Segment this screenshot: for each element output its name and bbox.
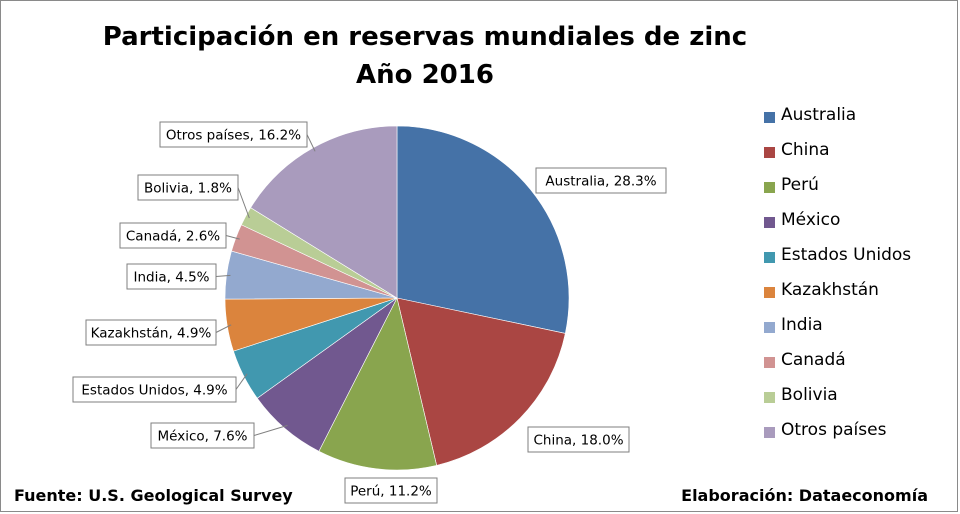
- leader-line-india: [215, 274, 231, 277]
- data-label-box-otros-paises: [159, 121, 308, 148]
- data-label-box-india: [126, 263, 217, 290]
- legend-swatch: [764, 287, 775, 298]
- leader-line-estados-unidos: [235, 373, 248, 390]
- legend-label: Canadá: [781, 350, 846, 370]
- data-label-box-kazakhstan: [85, 319, 217, 346]
- data-label-india: India, 4.5%: [133, 270, 209, 286]
- data-label-box-peru: [344, 477, 438, 504]
- legend-label: Otros países: [781, 420, 887, 440]
- credit-note: Elaboración: Dataeconomía: [681, 486, 928, 505]
- legend-label: China: [781, 140, 830, 160]
- pie-slice-china: [396, 297, 566, 466]
- legend-label: Bolivia: [781, 385, 838, 405]
- data-label-australia: Australia, 28.3%: [545, 174, 656, 190]
- data-label-otros-paises: Otros países, 16.2%: [166, 128, 301, 144]
- legend-label: Kazakhstán: [781, 280, 879, 300]
- leader-line-mexico: [253, 424, 288, 436]
- pie-slice-australia: [396, 125, 570, 334]
- leader-line-otros-paises: [306, 134, 316, 152]
- leader-line-bolivia: [237, 187, 250, 219]
- legend-label: Australia: [781, 105, 857, 125]
- data-label-box-canada: [119, 222, 227, 249]
- legend-swatch: [764, 217, 775, 228]
- data-label-peru: Perú, 11.2%: [350, 484, 432, 500]
- legend-swatch: [764, 322, 775, 333]
- data-label-box-australia: [535, 167, 667, 194]
- legend-swatch: [764, 112, 775, 123]
- data-label-bolivia: Bolivia, 1.8%: [144, 181, 232, 197]
- data-label-canada: Canadá, 2.6%: [126, 229, 220, 245]
- data-label-box-estados-unidos: [72, 376, 237, 403]
- legend-label: México: [781, 210, 841, 230]
- leader-line-kazakhstan: [215, 324, 232, 333]
- data-label-china: China, 18.0%: [533, 433, 623, 449]
- legend-swatch: [764, 392, 775, 403]
- legend-label: Perú: [781, 175, 819, 195]
- legend-label: Estados Unidos: [781, 245, 912, 265]
- legend-swatch: [764, 357, 775, 368]
- data-label-mexico: México, 7.6%: [157, 429, 247, 445]
- source-note: Fuente: U.S. Geological Survey: [14, 486, 293, 505]
- data-label-box-china: [527, 426, 630, 453]
- chart-subtitle: Año 2016: [356, 60, 494, 90]
- chart-title: Participación en reservas mundiales de z…: [102, 22, 748, 52]
- legend-swatch: [764, 147, 775, 158]
- data-label-kazakhstan: Kazakhstán, 4.9%: [91, 326, 212, 342]
- legend-label: India: [781, 315, 823, 335]
- data-label-box-bolivia: [137, 174, 239, 201]
- legend-swatch: [764, 182, 775, 193]
- data-label-estados-unidos: Estados Unidos, 4.9%: [81, 383, 227, 399]
- leader-line-canada: [225, 235, 240, 240]
- legend-swatch: [764, 252, 775, 263]
- legend-swatch: [764, 427, 775, 438]
- pie-slice-peru: [318, 297, 437, 471]
- data-label-box-mexico: [150, 422, 255, 449]
